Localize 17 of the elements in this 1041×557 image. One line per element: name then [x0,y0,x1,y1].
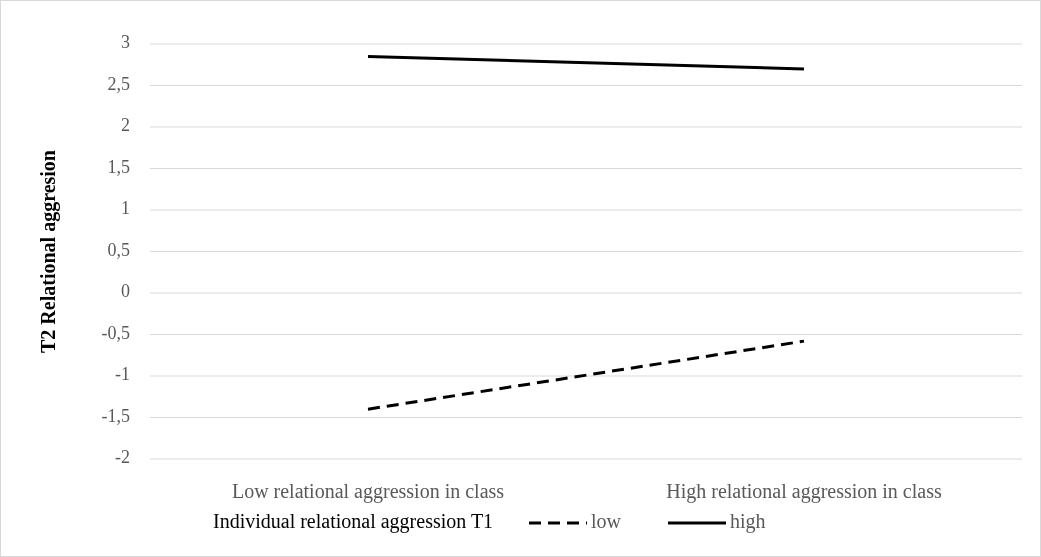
y-tick-label: -1,5 [101,405,130,426]
y-tick-label: 1,5 [107,156,130,177]
y-tick-label: 2,5 [107,73,130,94]
y-axis-title: T2 Relational aggresion [36,150,60,353]
legend-label: low [591,509,622,532]
x-tick-label: Low relational aggression in class [231,479,505,503]
y-tick-label: 2 [121,115,130,136]
y-tick-label: 0 [121,281,130,302]
legend-title: Individual relational aggression T1 [213,509,494,533]
y-tick-label: 0,5 [107,239,130,260]
y-tick-label: 3 [121,32,130,53]
y-tick-label: 1 [121,198,130,219]
legend-label: high [730,509,766,533]
y-tick-label: -2 [115,447,130,468]
y-tick-label: -1 [115,364,130,385]
y-tick-label: -0,5 [101,322,130,343]
x-tick-label: High relational aggression in class [666,479,942,503]
